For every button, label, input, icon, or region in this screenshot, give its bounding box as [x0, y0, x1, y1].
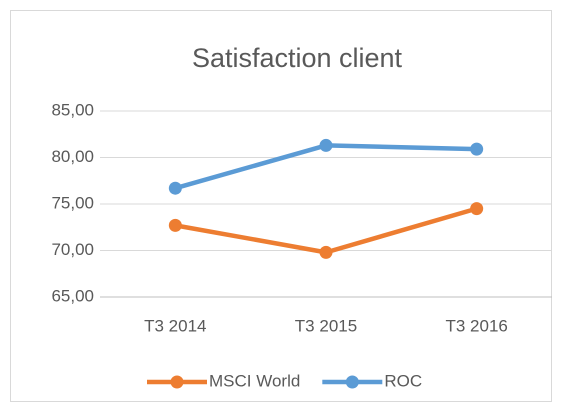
legend-marker: [345, 375, 359, 389]
legend-label: MSCI World: [209, 371, 300, 390]
y-tick-label: 65,00: [51, 286, 94, 305]
x-tick-label: T3 2014: [144, 316, 206, 335]
data-point: [319, 138, 333, 152]
y-tick-label: 85,00: [51, 100, 94, 119]
chart-border: [10, 10, 552, 402]
chart-title: Satisfaction client: [192, 43, 403, 73]
data-point: [319, 245, 333, 259]
legend-marker: [170, 375, 184, 389]
legend-label: ROC: [384, 371, 422, 390]
x-tick-label: T3 2016: [445, 316, 507, 335]
data-point: [168, 218, 182, 232]
data-point: [470, 202, 484, 216]
x-tick-label: T3 2015: [295, 316, 357, 335]
y-tick-label: 70,00: [51, 240, 94, 259]
y-tick-label: 80,00: [51, 147, 94, 166]
data-point: [168, 181, 182, 195]
data-point: [470, 142, 484, 156]
y-tick-label: 75,00: [51, 193, 94, 212]
